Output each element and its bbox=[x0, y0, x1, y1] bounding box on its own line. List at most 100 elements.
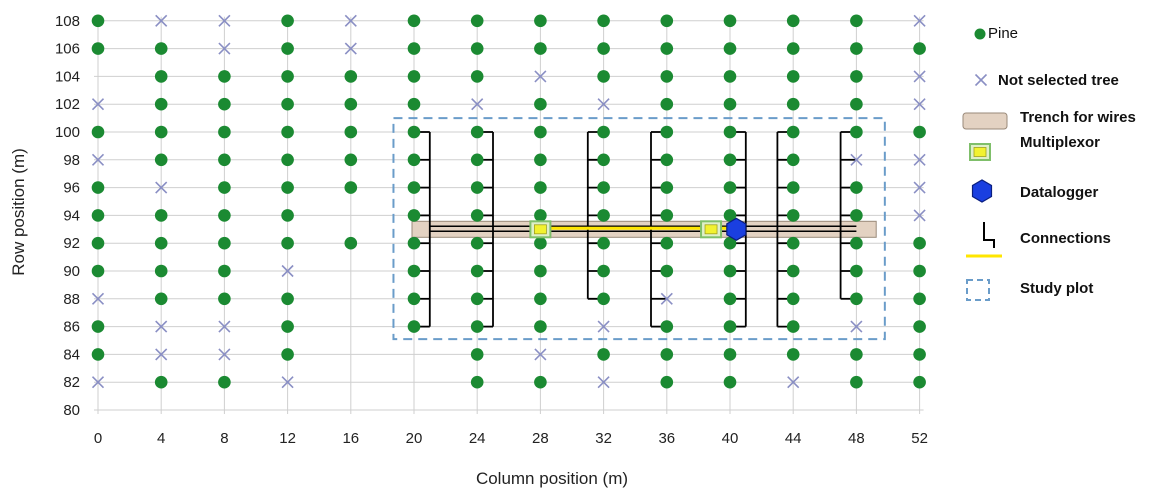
pine-tree bbox=[344, 97, 358, 111]
not-selected-tree bbox=[913, 14, 926, 27]
cross-stroke bbox=[913, 153, 926, 166]
not-selected-tree bbox=[218, 348, 231, 361]
pine-tree bbox=[660, 236, 674, 250]
pine-tree bbox=[407, 97, 421, 111]
pine-tree bbox=[786, 209, 800, 222]
pine-tree bbox=[723, 181, 737, 194]
pine-tree bbox=[534, 264, 547, 278]
pine-tree bbox=[218, 181, 231, 194]
multiplexor bbox=[529, 220, 552, 239]
legend-item-datalogger: Datalogger bbox=[971, 179, 1099, 203]
legend-item-trench: Trench for wires bbox=[962, 109, 1136, 130]
pine-tree bbox=[470, 125, 484, 139]
x-tick-label: 48 bbox=[848, 430, 865, 447]
x-tick-label: 0 bbox=[94, 430, 102, 447]
pine-tree bbox=[218, 264, 231, 278]
pine-tree bbox=[534, 209, 547, 222]
cross-stroke bbox=[218, 348, 231, 361]
pine-tree bbox=[850, 14, 863, 28]
not-selected-tree bbox=[534, 348, 547, 361]
cross-stroke bbox=[534, 70, 547, 83]
pine-tree bbox=[91, 125, 105, 139]
pine-tree bbox=[850, 70, 863, 83]
pine-tree bbox=[470, 14, 484, 28]
pine-tree bbox=[786, 236, 800, 250]
pine-tree bbox=[91, 42, 105, 55]
x-tick-labels: 0 4 8 12 16 20 24 28 32 36 40 44 48 52 bbox=[94, 430, 928, 447]
pine-tree bbox=[786, 320, 800, 333]
x-tick-label: 52 bbox=[911, 430, 928, 447]
legend-label: Multiplexor bbox=[1020, 134, 1100, 151]
cross-stroke bbox=[155, 181, 168, 194]
pine-tree bbox=[723, 97, 737, 111]
pine-tree bbox=[850, 375, 863, 389]
cross-stroke bbox=[471, 98, 484, 111]
not-selected-tree bbox=[913, 181, 926, 194]
pine-tree bbox=[91, 320, 105, 333]
legend-label: Datalogger bbox=[1020, 184, 1099, 201]
pine-tree bbox=[218, 125, 231, 139]
cross-stroke bbox=[913, 14, 926, 27]
not-selected-tree bbox=[597, 98, 610, 111]
pine-tree bbox=[786, 153, 800, 167]
pine-tree bbox=[470, 209, 484, 222]
pine-tree bbox=[660, 153, 674, 167]
cross-stroke bbox=[597, 320, 610, 333]
pine-tree bbox=[281, 320, 294, 333]
pine-tree bbox=[723, 236, 737, 250]
not-selected-tree bbox=[155, 181, 168, 194]
pine-tree bbox=[407, 320, 421, 333]
trees-layer bbox=[91, 14, 926, 389]
cross-stroke bbox=[218, 14, 231, 27]
pine-tree bbox=[470, 292, 484, 306]
pine-tree bbox=[407, 42, 421, 55]
not-selected-tree bbox=[218, 42, 231, 55]
pine-tree bbox=[723, 320, 737, 333]
pine-tree bbox=[218, 375, 231, 389]
cross-stroke bbox=[597, 98, 610, 111]
cross-stroke bbox=[155, 14, 168, 27]
y-tick-label: 102 bbox=[55, 96, 80, 113]
legend-label: Connections bbox=[1020, 230, 1111, 247]
pine-tree bbox=[534, 97, 547, 111]
pine-tree bbox=[407, 236, 421, 250]
pine-tree bbox=[786, 14, 800, 28]
pine-tree bbox=[786, 70, 800, 83]
pine-tree bbox=[660, 97, 674, 111]
devices-layer bbox=[529, 217, 747, 241]
pine-tree bbox=[660, 320, 674, 333]
cross-stroke bbox=[850, 153, 863, 166]
pine-tree bbox=[154, 264, 168, 278]
x-tick-label: 16 bbox=[342, 430, 359, 447]
not-selected-tree bbox=[913, 70, 926, 83]
y-tick-label: 86 bbox=[63, 319, 80, 336]
pine-tree bbox=[281, 209, 294, 222]
pine-tree bbox=[344, 236, 358, 250]
pine-tree bbox=[470, 264, 484, 278]
pine-tree bbox=[470, 236, 484, 250]
cross-stroke bbox=[91, 292, 105, 305]
pine-tree bbox=[913, 264, 926, 278]
pine-tree bbox=[470, 181, 484, 194]
cross-stroke bbox=[218, 320, 231, 333]
multiplexor-core bbox=[973, 147, 987, 157]
pine-tree bbox=[660, 125, 674, 139]
pine-tree bbox=[281, 348, 294, 361]
not-selected-tree bbox=[91, 153, 105, 166]
cross-stroke bbox=[534, 348, 547, 361]
pine-tree bbox=[344, 70, 358, 83]
x-tick-label: 8 bbox=[220, 430, 228, 447]
pine-tree bbox=[534, 125, 547, 139]
pine-tree bbox=[850, 348, 863, 361]
pine-tree bbox=[597, 42, 610, 55]
pine-tree bbox=[534, 292, 547, 306]
pine-tree bbox=[534, 14, 547, 28]
pine-tree bbox=[786, 348, 800, 361]
not-selected-tree bbox=[913, 209, 926, 222]
pine-tree bbox=[597, 14, 610, 28]
pine-tree bbox=[850, 209, 863, 222]
y-tick-label: 88 bbox=[63, 291, 80, 308]
pine-tree bbox=[281, 14, 294, 28]
not-selected-tree bbox=[913, 98, 926, 111]
